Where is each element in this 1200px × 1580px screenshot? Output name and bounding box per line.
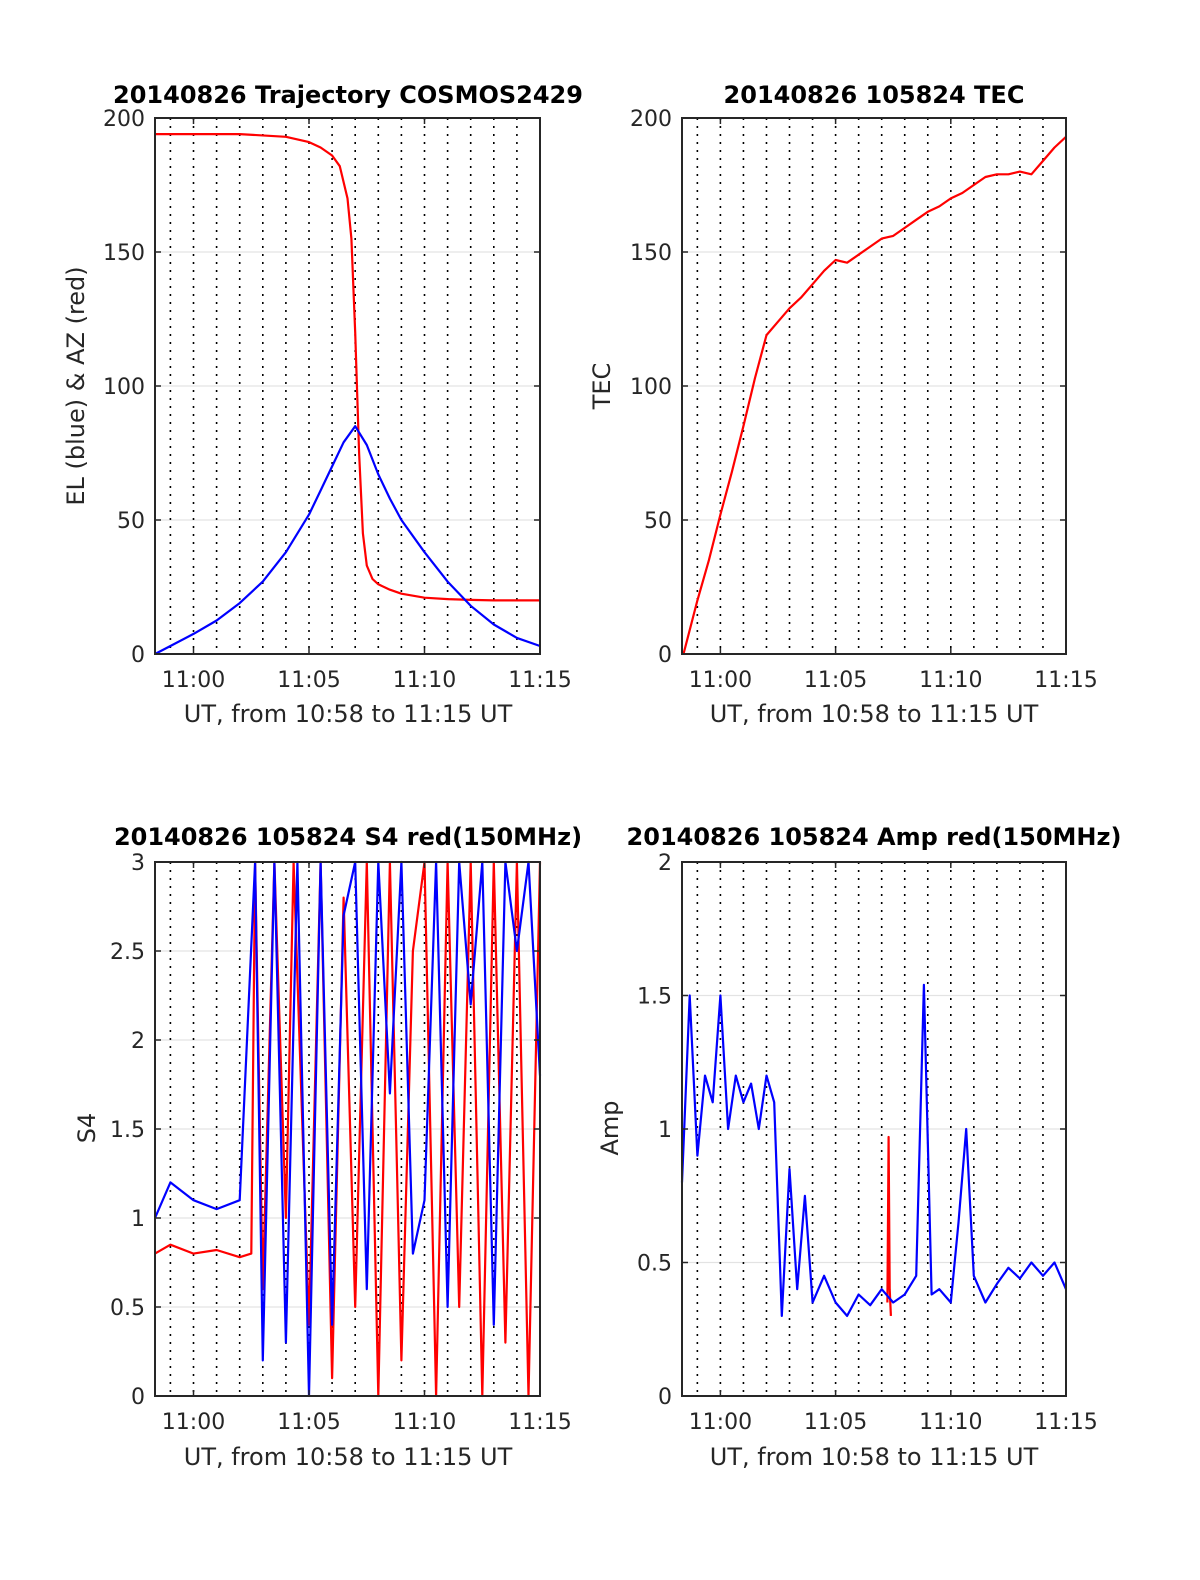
x-tick-label: 11:00 (162, 1410, 225, 1435)
trajectory-title: 20140826 Trajectory COSMOS2429 (113, 81, 583, 109)
y-tick-label: 0.5 (637, 1252, 672, 1277)
trajectory-ylabel: EL (blue) & AZ (red) (62, 266, 90, 505)
x-tick-label: 11:10 (919, 668, 982, 693)
s4-title: 20140826 105824 S4 red(150MHz) (114, 823, 582, 851)
x-tick-label: 11:00 (162, 668, 225, 693)
series-line-blue (154, 425, 541, 655)
series-line-red (886, 1135, 892, 1316)
s4-panel: 20140826 105824 S4 red(150MHz) UT, from … (73, 823, 582, 1471)
s4-ylabel: S4 (73, 1113, 101, 1144)
y-tick-label: 2 (658, 851, 672, 876)
tec-xlabel: UT, from 10:58 to 11:15 UT (710, 700, 1039, 728)
x-tick-label: 11:10 (919, 1410, 982, 1435)
tec-ylabel: TEC (588, 363, 616, 411)
y-tick-label: 0 (131, 643, 145, 668)
tec-title: 20140826 105824 TEC (724, 81, 1025, 109)
series-line-blue (680, 983, 1068, 1318)
x-tick-label: 11:15 (508, 668, 571, 693)
amp-xlabel: UT, from 10:58 to 11:15 UT (710, 1443, 1039, 1471)
s4-xlabel: UT, from 10:58 to 11:15 UT (184, 1443, 513, 1471)
y-tick-label: 0 (658, 643, 672, 668)
x-tick-label: 11:05 (804, 668, 867, 693)
y-tick-label: 0 (658, 1385, 672, 1410)
y-tick-label: 100 (103, 375, 145, 400)
y-tick-label: 50 (117, 509, 145, 534)
x-tick-label: 11:05 (804, 1410, 867, 1435)
y-tick-label: 100 (630, 375, 672, 400)
y-tick-label: 200 (630, 107, 672, 132)
y-tick-label: 0.5 (110, 1296, 145, 1321)
y-tick-label: 1 (131, 1207, 145, 1232)
x-tick-label: 11:05 (277, 668, 340, 693)
x-tick-label: 11:10 (393, 1410, 456, 1435)
series-line-red (682, 135, 1067, 655)
x-tick-label: 11:00 (689, 1410, 752, 1435)
y-tick-label: 0 (131, 1385, 145, 1410)
y-tick-label: 50 (644, 509, 672, 534)
y-tick-label: 2.5 (110, 940, 145, 965)
trajectory-xlabel: UT, from 10:58 to 11:15 UT (184, 700, 513, 728)
y-tick-label: 2 (131, 1029, 145, 1054)
y-tick-label: 1 (658, 1118, 672, 1143)
y-tick-label: 200 (103, 107, 145, 132)
y-tick-label: 1.5 (637, 985, 672, 1010)
x-tick-label: 11:15 (1034, 668, 1097, 693)
x-tick-label: 11:05 (277, 1410, 340, 1435)
amp-ylabel: Amp (596, 1100, 624, 1155)
y-tick-label: 150 (630, 241, 672, 266)
amp-title: 20140826 105824 Amp red(150MHz) (627, 823, 1122, 851)
amp-panel: 20140826 105824 Amp red(150MHz) UT, from… (596, 823, 1121, 1471)
x-tick-label: 11:00 (689, 668, 752, 693)
y-tick-label: 1.5 (110, 1118, 145, 1143)
x-tick-label: 11:10 (393, 668, 456, 693)
y-tick-label: 150 (103, 241, 145, 266)
series-line-red (155, 133, 540, 602)
x-tick-label: 11:15 (508, 1410, 571, 1435)
trajectory-panel: 20140826 Trajectory COSMOS2429 UT, from … (62, 81, 583, 728)
y-tick-label: 3 (131, 851, 145, 876)
tec-panel: 20140826 105824 TEC UT, from 10:58 to 11… (588, 81, 1098, 728)
x-tick-label: 11:15 (1034, 1410, 1097, 1435)
